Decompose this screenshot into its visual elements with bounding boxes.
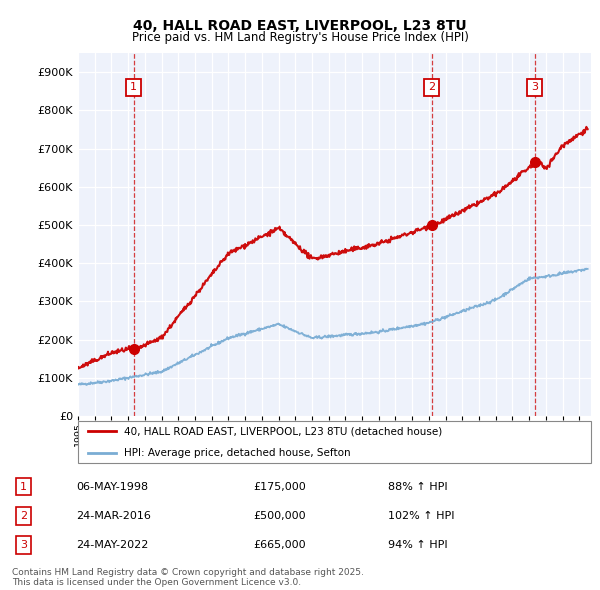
Text: £175,000: £175,000 [253,481,306,491]
Text: 24-MAR-2016: 24-MAR-2016 [77,511,151,521]
Text: 40, HALL ROAD EAST, LIVERPOOL, L23 8TU: 40, HALL ROAD EAST, LIVERPOOL, L23 8TU [133,19,467,33]
Text: 1: 1 [130,83,137,93]
Text: Price paid vs. HM Land Registry's House Price Index (HPI): Price paid vs. HM Land Registry's House … [131,31,469,44]
Text: 2: 2 [20,511,27,521]
Text: 24-MAY-2022: 24-MAY-2022 [77,540,149,550]
Text: 1: 1 [20,481,27,491]
Text: Contains HM Land Registry data © Crown copyright and database right 2025.
This d: Contains HM Land Registry data © Crown c… [12,568,364,587]
Text: 2: 2 [428,83,435,93]
Text: 102% ↑ HPI: 102% ↑ HPI [388,511,455,521]
Text: £665,000: £665,000 [253,540,305,550]
Text: 40, HALL ROAD EAST, LIVERPOOL, L23 8TU (detached house): 40, HALL ROAD EAST, LIVERPOOL, L23 8TU (… [124,427,442,436]
Text: 06-MAY-1998: 06-MAY-1998 [77,481,149,491]
Text: 3: 3 [531,83,538,93]
Text: 88% ↑ HPI: 88% ↑ HPI [388,481,448,491]
Text: HPI: Average price, detached house, Sefton: HPI: Average price, detached house, Seft… [124,448,351,457]
Text: £500,000: £500,000 [253,511,305,521]
Text: 94% ↑ HPI: 94% ↑ HPI [388,540,448,550]
Text: 3: 3 [20,540,27,550]
